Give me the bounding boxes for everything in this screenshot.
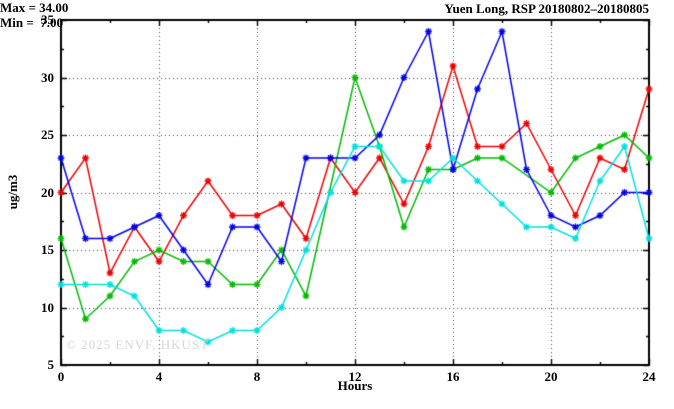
y-tick-label: 20 (41, 184, 54, 200)
x-tick-label: 24 (642, 369, 656, 384)
y-tick-label: 25 (41, 127, 54, 142)
x-tick-label: 0 (57, 369, 65, 384)
x-tick-label: 16 (446, 369, 460, 384)
chart-title: Yuen Long, RSP 20180802–20180805 (444, 1, 649, 16)
x-tick-label: 12 (348, 369, 362, 384)
x-tick-label: 4 (155, 369, 163, 384)
y-tick-label: 10 (41, 299, 54, 315)
x-tick-label: 8 (253, 369, 261, 384)
y-tick-label: 35 (41, 12, 54, 27)
x-tick-label: 20 (544, 369, 558, 384)
y-tick-label: 5 (47, 357, 55, 372)
y-tick-label: 15 (41, 242, 54, 257)
x-axis-label: Hours (337, 378, 373, 393)
y-tick-label: 30 (41, 69, 54, 85)
watermark: © 2025 ENVF, HKUST (66, 337, 210, 352)
